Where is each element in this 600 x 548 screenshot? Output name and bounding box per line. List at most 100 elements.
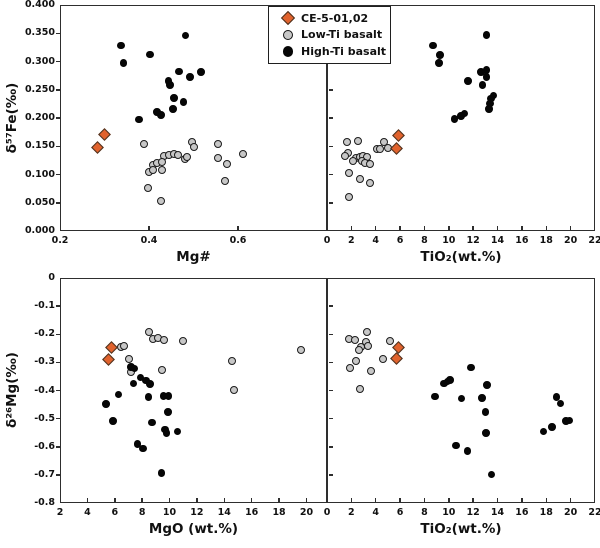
x-tick-label: 4 (84, 507, 91, 518)
y-tick (328, 173, 333, 176)
point-high-ti (146, 380, 154, 388)
x-tick (569, 225, 572, 230)
x-tick (448, 225, 450, 230)
x-tick-label: 6 (111, 507, 119, 518)
x-tick-label: 20 (564, 235, 578, 246)
y-tick-label: 0.300 (24, 55, 55, 67)
point-low-ti (346, 363, 355, 372)
x-tick-label: 2 (56, 507, 64, 518)
point-high-ti (173, 427, 182, 436)
y-tick (328, 389, 333, 392)
x-tick-label: 2 (348, 507, 355, 518)
y-tick-label: 0.350 (24, 27, 55, 39)
x-tick (496, 497, 499, 502)
point-low-ti (296, 346, 305, 355)
ce5-diamond-icon (278, 11, 298, 26)
point-high-ti (164, 392, 173, 400)
y-tick-label: -0.4 (34, 384, 55, 396)
x-tick-label: 14 (490, 507, 505, 518)
x-tick (448, 497, 450, 502)
y-tick (328, 117, 333, 119)
y-tick-label: -0.6 (34, 440, 55, 452)
point-high-ti (181, 31, 190, 40)
point-high-ti (477, 68, 485, 76)
y-tick (328, 145, 333, 147)
x-tick (472, 497, 474, 502)
x-tick (521, 497, 523, 502)
point-high-ti (148, 418, 156, 427)
y-tick (328, 474, 333, 476)
x-tick (521, 225, 523, 230)
x-tick (86, 497, 89, 502)
point-low-ti (125, 354, 134, 363)
x-tick (168, 497, 171, 502)
x-tick (196, 497, 198, 502)
x-tick-label: 4 (372, 507, 380, 518)
point-high-ti (197, 68, 205, 76)
point-high-ti (142, 376, 150, 384)
point-high-ti (135, 115, 143, 124)
x-tick-label: 18 (539, 235, 553, 246)
y-tick-label: 0.150 (24, 140, 55, 152)
low-ti-circle-icon (278, 29, 298, 41)
legend: CE-5-01,02 Low-Ti basalt High-Ti basalt (268, 6, 391, 64)
x-tick-label: 0 (323, 235, 331, 246)
x-tick (223, 497, 226, 502)
point-high-ti (114, 390, 123, 399)
x-tick-label: 16 (515, 235, 529, 246)
x-tick (399, 225, 401, 230)
point-ce5 (390, 352, 404, 365)
point-low-ti (149, 166, 158, 175)
point-ce5 (105, 341, 119, 354)
point-low-ti (363, 328, 372, 337)
point-high-ti (429, 41, 437, 50)
y-tick (56, 117, 60, 119)
x-tick (350, 497, 353, 502)
y-tick (56, 333, 60, 335)
point-low-ti (376, 144, 385, 153)
x-tick (399, 497, 401, 502)
x-tick-label: 22 (588, 235, 600, 246)
y-tick-label: 0.200 (24, 112, 55, 123)
y-tick (56, 389, 60, 392)
point-high-ti (436, 51, 444, 59)
x-tick-label: 0 (323, 507, 331, 518)
point-high-ti (117, 41, 125, 50)
x-tick (496, 225, 499, 230)
point-high-ti (129, 379, 138, 388)
y-tick (56, 446, 60, 448)
x-tick (545, 497, 548, 502)
point-high-ti (457, 394, 466, 403)
point-low-ti (144, 328, 153, 337)
point-low-ti (351, 356, 360, 365)
y-tick (56, 145, 60, 147)
y-tick-label: 0.050 (24, 196, 55, 208)
y-tick-label: 0.250 (24, 83, 55, 95)
point-low-ti (345, 192, 354, 201)
point-low-ti (139, 140, 148, 149)
point-low-ti (214, 139, 223, 148)
point-high-ti (478, 81, 487, 89)
y-tick-label: -0.2 (34, 328, 55, 340)
x-tick (250, 497, 253, 502)
y-tick-label: -0.3 (34, 356, 55, 368)
legend-label-low-ti: Low-Ti basalt (301, 28, 383, 42)
panel-d57fe-vs-tio2 (327, 5, 595, 231)
y-tick-label: -0.5 (34, 412, 55, 424)
point-low-ti (355, 346, 364, 355)
legend-label-high-ti: High-Ti basalt (301, 45, 387, 59)
point-high-ti (565, 416, 574, 425)
point-high-ti (435, 59, 443, 67)
point-high-ti (169, 105, 177, 113)
x-axis-title-mgo: MgO (wt.%) (148, 521, 239, 537)
x-tick (423, 225, 426, 230)
point-high-ti (450, 115, 459, 123)
point-high-ti (175, 67, 183, 76)
point-low-ti (364, 341, 373, 350)
y-tick (56, 89, 60, 91)
point-ce5 (392, 129, 406, 142)
x-tick (114, 497, 116, 502)
point-high-ti (133, 440, 142, 448)
point-low-ti (189, 143, 198, 152)
